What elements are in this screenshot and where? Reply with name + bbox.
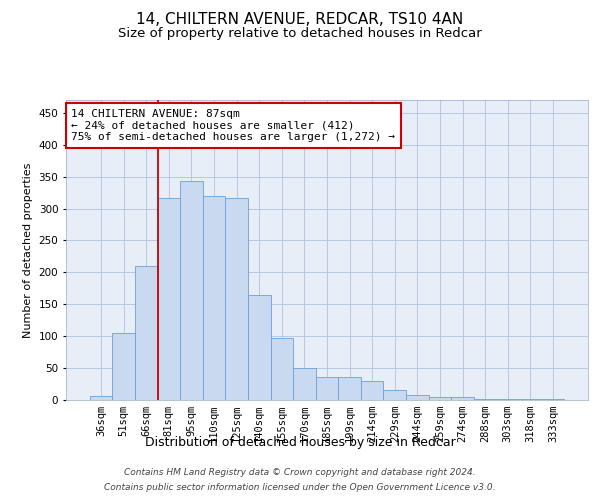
Bar	[428, 397, 451, 400]
Text: Distribution of detached houses by size in Redcar: Distribution of detached houses by size …	[145, 436, 455, 449]
Bar	[293, 368, 316, 400]
Text: Contains public sector information licensed under the Open Government Licence v3: Contains public sector information licen…	[104, 483, 496, 492]
Y-axis label: Number of detached properties: Number of detached properties	[23, 162, 33, 338]
Bar	[361, 382, 383, 400]
Bar	[180, 181, 203, 400]
Bar	[406, 395, 428, 400]
Bar	[158, 198, 180, 400]
Bar	[90, 396, 112, 400]
Bar	[248, 294, 271, 400]
Bar	[474, 398, 496, 400]
Text: 14, CHILTERN AVENUE, REDCAR, TS10 4AN: 14, CHILTERN AVENUE, REDCAR, TS10 4AN	[136, 12, 464, 28]
Text: Size of property relative to detached houses in Redcar: Size of property relative to detached ho…	[118, 28, 482, 40]
Text: 14 CHILTERN AVENUE: 87sqm
← 24% of detached houses are smaller (412)
75% of semi: 14 CHILTERN AVENUE: 87sqm ← 24% of detac…	[71, 109, 395, 142]
Bar	[383, 390, 406, 400]
Bar	[271, 338, 293, 400]
Bar	[316, 377, 338, 400]
Bar	[451, 397, 474, 400]
Bar	[112, 333, 135, 400]
Text: Contains HM Land Registry data © Crown copyright and database right 2024.: Contains HM Land Registry data © Crown c…	[124, 468, 476, 477]
Bar	[203, 196, 226, 400]
Bar	[135, 266, 158, 400]
Bar	[542, 398, 564, 400]
Bar	[338, 377, 361, 400]
Bar	[226, 198, 248, 400]
